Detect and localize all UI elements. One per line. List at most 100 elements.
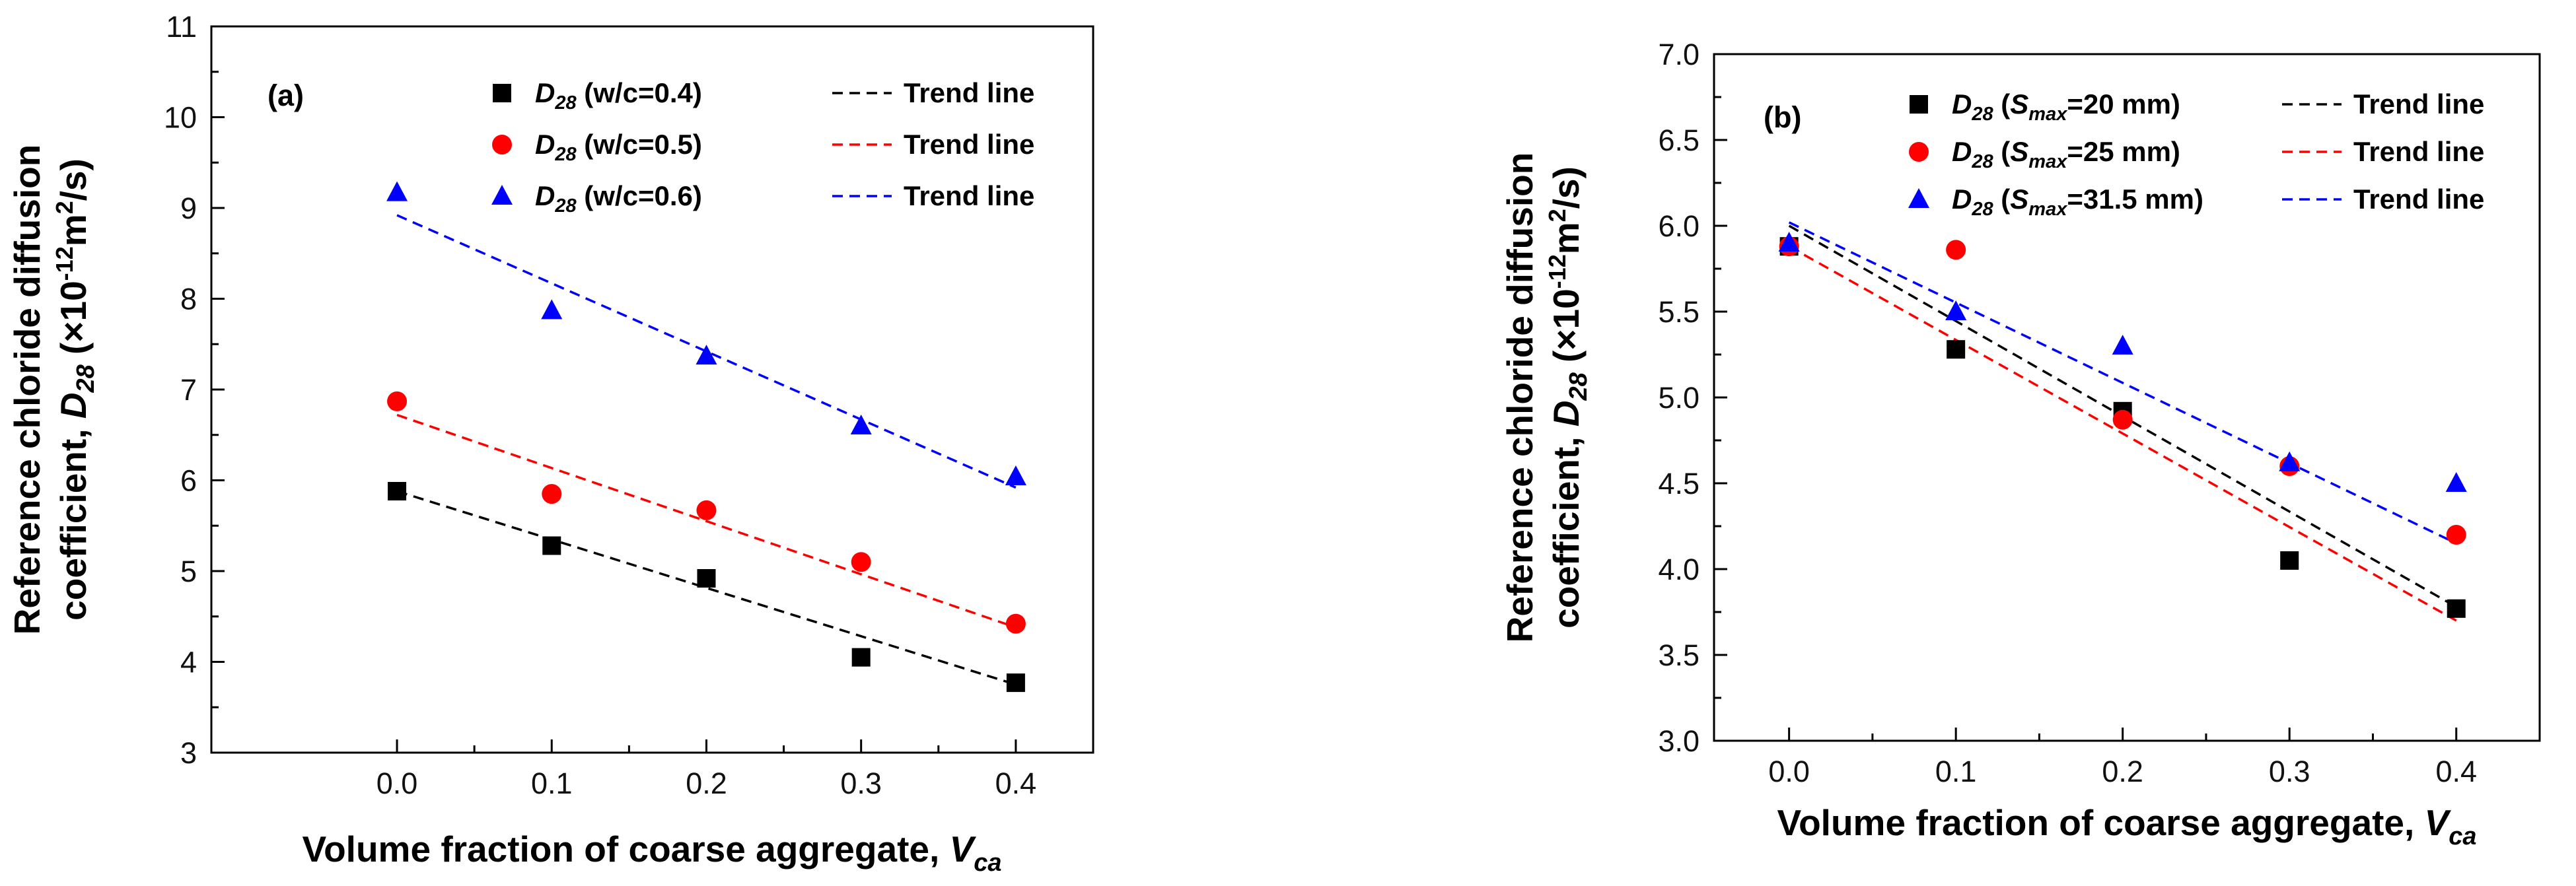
ylabel-sub: 28	[72, 364, 100, 393]
y-tick-label: 6.5	[1658, 123, 1699, 157]
data-point-series-1	[2447, 599, 2466, 618]
legend-marker-1	[493, 84, 511, 102]
ylabel-unit-sup2: 2	[1544, 209, 1571, 222]
xlabel-sub: ca	[2449, 823, 2476, 850]
y-tick-label: 6.0	[1658, 209, 1699, 243]
legend-label-2: D28 (Smax=25 mm)	[1952, 136, 2180, 172]
legend-label-3: D28 (w/c=0.6)	[535, 180, 702, 217]
legend-marker-3	[491, 185, 513, 205]
ylabel-unit-mid: m	[53, 214, 94, 246]
x-tick-label: 0.0	[376, 767, 418, 800]
y-tick-label: 10	[164, 101, 197, 135]
legend-trend-label-2: Trend line	[2353, 136, 2484, 167]
data-point-series-2	[387, 391, 408, 411]
legend-cond-sub: max	[2028, 104, 2068, 125]
data-point-series-3	[541, 299, 563, 320]
trend-line-series-1	[396, 490, 1017, 686]
legend-marker-1	[1910, 95, 1928, 114]
legend-cond: (w/c=0.4)	[577, 77, 702, 108]
legend-sub: 28	[1971, 151, 1993, 172]
legend-marker-3	[1908, 188, 1929, 208]
x-tick-label: 0.1	[531, 767, 573, 800]
data-point-series-3	[1005, 465, 1026, 485]
y-tick-label: 5.0	[1658, 381, 1699, 415]
legend-cond-sub: max	[2028, 199, 2068, 220]
ylabel-unit-sup: -12	[1544, 254, 1571, 289]
trend-line-series-3	[1788, 221, 2457, 545]
xlabel-text: Volume fraction of coarse aggregate,	[302, 829, 949, 869]
legend-cond-var: S	[2010, 136, 2028, 167]
legend-cond: (w/c=0.6)	[577, 180, 702, 211]
legend-label-2: D28 (w/c=0.5)	[535, 129, 702, 165]
data-point-series-3	[850, 415, 872, 434]
ylabel-pre: coefficient,	[53, 419, 94, 621]
ylabel-line-1: Reference chloride diffusion	[1499, 153, 1540, 643]
trend-line-series-2	[396, 413, 1017, 629]
data-point-series-3	[2112, 335, 2133, 355]
ylabel-line-2: coefficient, D28 (×10-12m2/s)	[1544, 166, 1592, 629]
ylabel-unit-sup2: 2	[51, 201, 78, 214]
legend-cond-pre: (	[1993, 184, 2011, 215]
data-point-series-1	[542, 536, 561, 555]
legend-var: D	[1952, 136, 1972, 167]
data-point-series-2	[1005, 613, 1026, 634]
legend-cond: (w/c=0.5)	[577, 129, 702, 160]
data-point-series-3	[386, 181, 408, 201]
y-axis-label: Reference chloride diffusion coefficient,…	[1499, 153, 1592, 643]
x-axis-label: Volume fraction of coarse aggregate, Vca	[302, 829, 1001, 877]
y-tick-label: 5.5	[1658, 295, 1699, 329]
legend-sub: 28	[1971, 104, 1993, 125]
legend-sub: 28	[554, 92, 577, 114]
y-tick-label: 9	[180, 191, 197, 225]
xlabel-var: V	[950, 829, 977, 869]
legend-sub: 28	[1971, 199, 1993, 220]
data-point-series-1	[1947, 340, 1966, 359]
panel-label: (a)	[268, 79, 304, 112]
trend-line-series-3	[396, 214, 1017, 489]
ylabel-var: D	[1546, 400, 1587, 426]
xlabel-text: Volume fraction of coarse aggregate,	[1777, 802, 2424, 843]
x-tick-label: 0.2	[686, 767, 727, 800]
legend-trend-label-2: Trend line	[904, 129, 1034, 160]
legend-cond-post: =25 mm)	[2067, 136, 2180, 167]
legend-cond-var: S	[2010, 184, 2028, 215]
data-point-series-2	[696, 500, 717, 520]
data-point-series-2	[1946, 240, 1966, 260]
ylabel-unit-pre: (×10	[53, 281, 94, 364]
xlabel-sub: ca	[974, 849, 1001, 877]
y-tick-label: 3.5	[1658, 638, 1699, 672]
legend-var: D	[1952, 184, 1972, 215]
y-tick-label: 8	[180, 283, 197, 316]
legend-label-3: D28 (Smax=31.5 mm)	[1952, 184, 2203, 220]
legend-var: D	[535, 180, 555, 211]
legend-label-1: D28 (w/c=0.4)	[535, 77, 702, 114]
data-point-series-2	[851, 552, 871, 572]
legend-cond-var: S	[2010, 88, 2028, 119]
x-tick-label: 0.0	[1768, 755, 1810, 788]
ylabel-line-2: coefficient, D28 (×10-12m2/s)	[51, 158, 100, 621]
y-tick-label: 6	[180, 464, 197, 498]
y-tick-label: 7	[180, 373, 197, 407]
x-tick-label: 0.1	[1935, 755, 1977, 788]
legend-trend-label-3: Trend line	[904, 180, 1034, 211]
ylabel-unit-sup: -12	[51, 246, 78, 281]
x-axis-label: Volume fraction of coarse aggregate, Vca	[1777, 802, 2476, 850]
legend-marker-2	[1909, 142, 1929, 162]
y-tick-label: 11	[166, 10, 197, 44]
ylabel-pre: coefficient,	[1546, 426, 1587, 629]
chart-panel-b: 0.0 0.1 0.2 0.3 0.4 3.0 3.5 4.0 4.5 5.0 5.5 6.0 6.5 7…	[1499, 38, 2541, 850]
y-tick-label: 5	[180, 555, 197, 588]
legend-sub: 28	[554, 195, 577, 217]
data-point-series-2	[542, 484, 562, 504]
data-point-series-1	[2280, 551, 2299, 570]
legend-var: D	[535, 129, 555, 160]
ylabel-unit-post: /s)	[53, 158, 94, 201]
x-tick-label: 0.3	[840, 767, 882, 800]
legend-var: D	[535, 77, 555, 108]
y-tick-label: 4.5	[1658, 467, 1699, 500]
legend-trend-label-1: Trend line	[904, 77, 1034, 108]
